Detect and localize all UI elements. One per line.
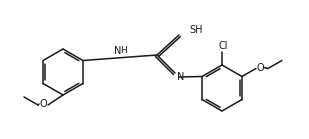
Text: O: O	[256, 63, 264, 73]
Text: N: N	[177, 72, 184, 82]
Text: H: H	[121, 46, 127, 55]
Text: O: O	[39, 99, 47, 109]
Text: N: N	[114, 46, 122, 56]
Text: SH: SH	[189, 25, 202, 35]
Text: Cl: Cl	[218, 41, 228, 51]
